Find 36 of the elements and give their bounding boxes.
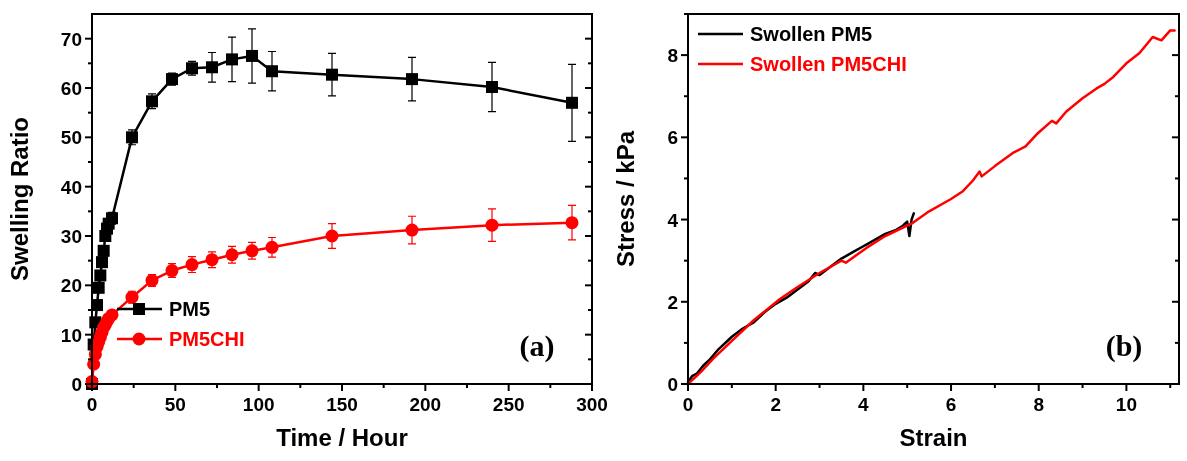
x-tick-label: 0 — [682, 394, 694, 415]
x-tick-label: 6 — [945, 394, 957, 415]
legend-label: PM5CHI — [169, 328, 245, 350]
x-tick-label: 2 — [770, 394, 781, 415]
x-tick-label: 10 — [1115, 394, 1137, 415]
y-tick-label: 0 — [71, 374, 82, 395]
y-tick-label: 30 — [60, 226, 82, 247]
y-tick-label: 6 — [667, 127, 678, 149]
legend-label: Swollen PM5 — [750, 23, 873, 45]
x-axis-title: Time / Hour — [276, 424, 408, 451]
y-tick-label: 0 — [667, 374, 678, 395]
y-axis-title: Stress / kPa — [612, 130, 639, 268]
y-tick-label: 50 — [60, 127, 82, 149]
y-tick-label: 20 — [60, 275, 82, 297]
x-tick-label: 50 — [164, 394, 186, 415]
x-tick-label: 250 — [492, 394, 525, 415]
y-tick-label: 40 — [60, 176, 82, 198]
x-tick-label: 8 — [1033, 394, 1044, 415]
annotation: (a) — [519, 329, 555, 363]
y-tick-label: 8 — [667, 45, 678, 67]
x-tick-label: 0 — [86, 394, 98, 415]
x-tick-label: 150 — [326, 394, 358, 415]
x-tick-label: 100 — [242, 394, 275, 415]
y-axis-title: Swelling Ratio — [6, 116, 33, 282]
annotation: (b) — [1105, 329, 1143, 363]
y-tick-label: 10 — [60, 324, 82, 346]
x-tick-label: 200 — [409, 394, 442, 415]
legend-label: Swollen PM5CHI — [750, 53, 907, 75]
y-tick-label: 60 — [60, 78, 82, 99]
legend-label: PM5 — [169, 298, 211, 320]
y-tick-label: 2 — [667, 291, 678, 313]
x-tick-label: 4 — [858, 394, 870, 415]
y-tick-label: 70 — [60, 28, 82, 50]
y-tick-label: 4 — [667, 209, 679, 231]
x-axis-title: Strain — [899, 424, 968, 451]
x-tick-label: 300 — [576, 394, 608, 415]
